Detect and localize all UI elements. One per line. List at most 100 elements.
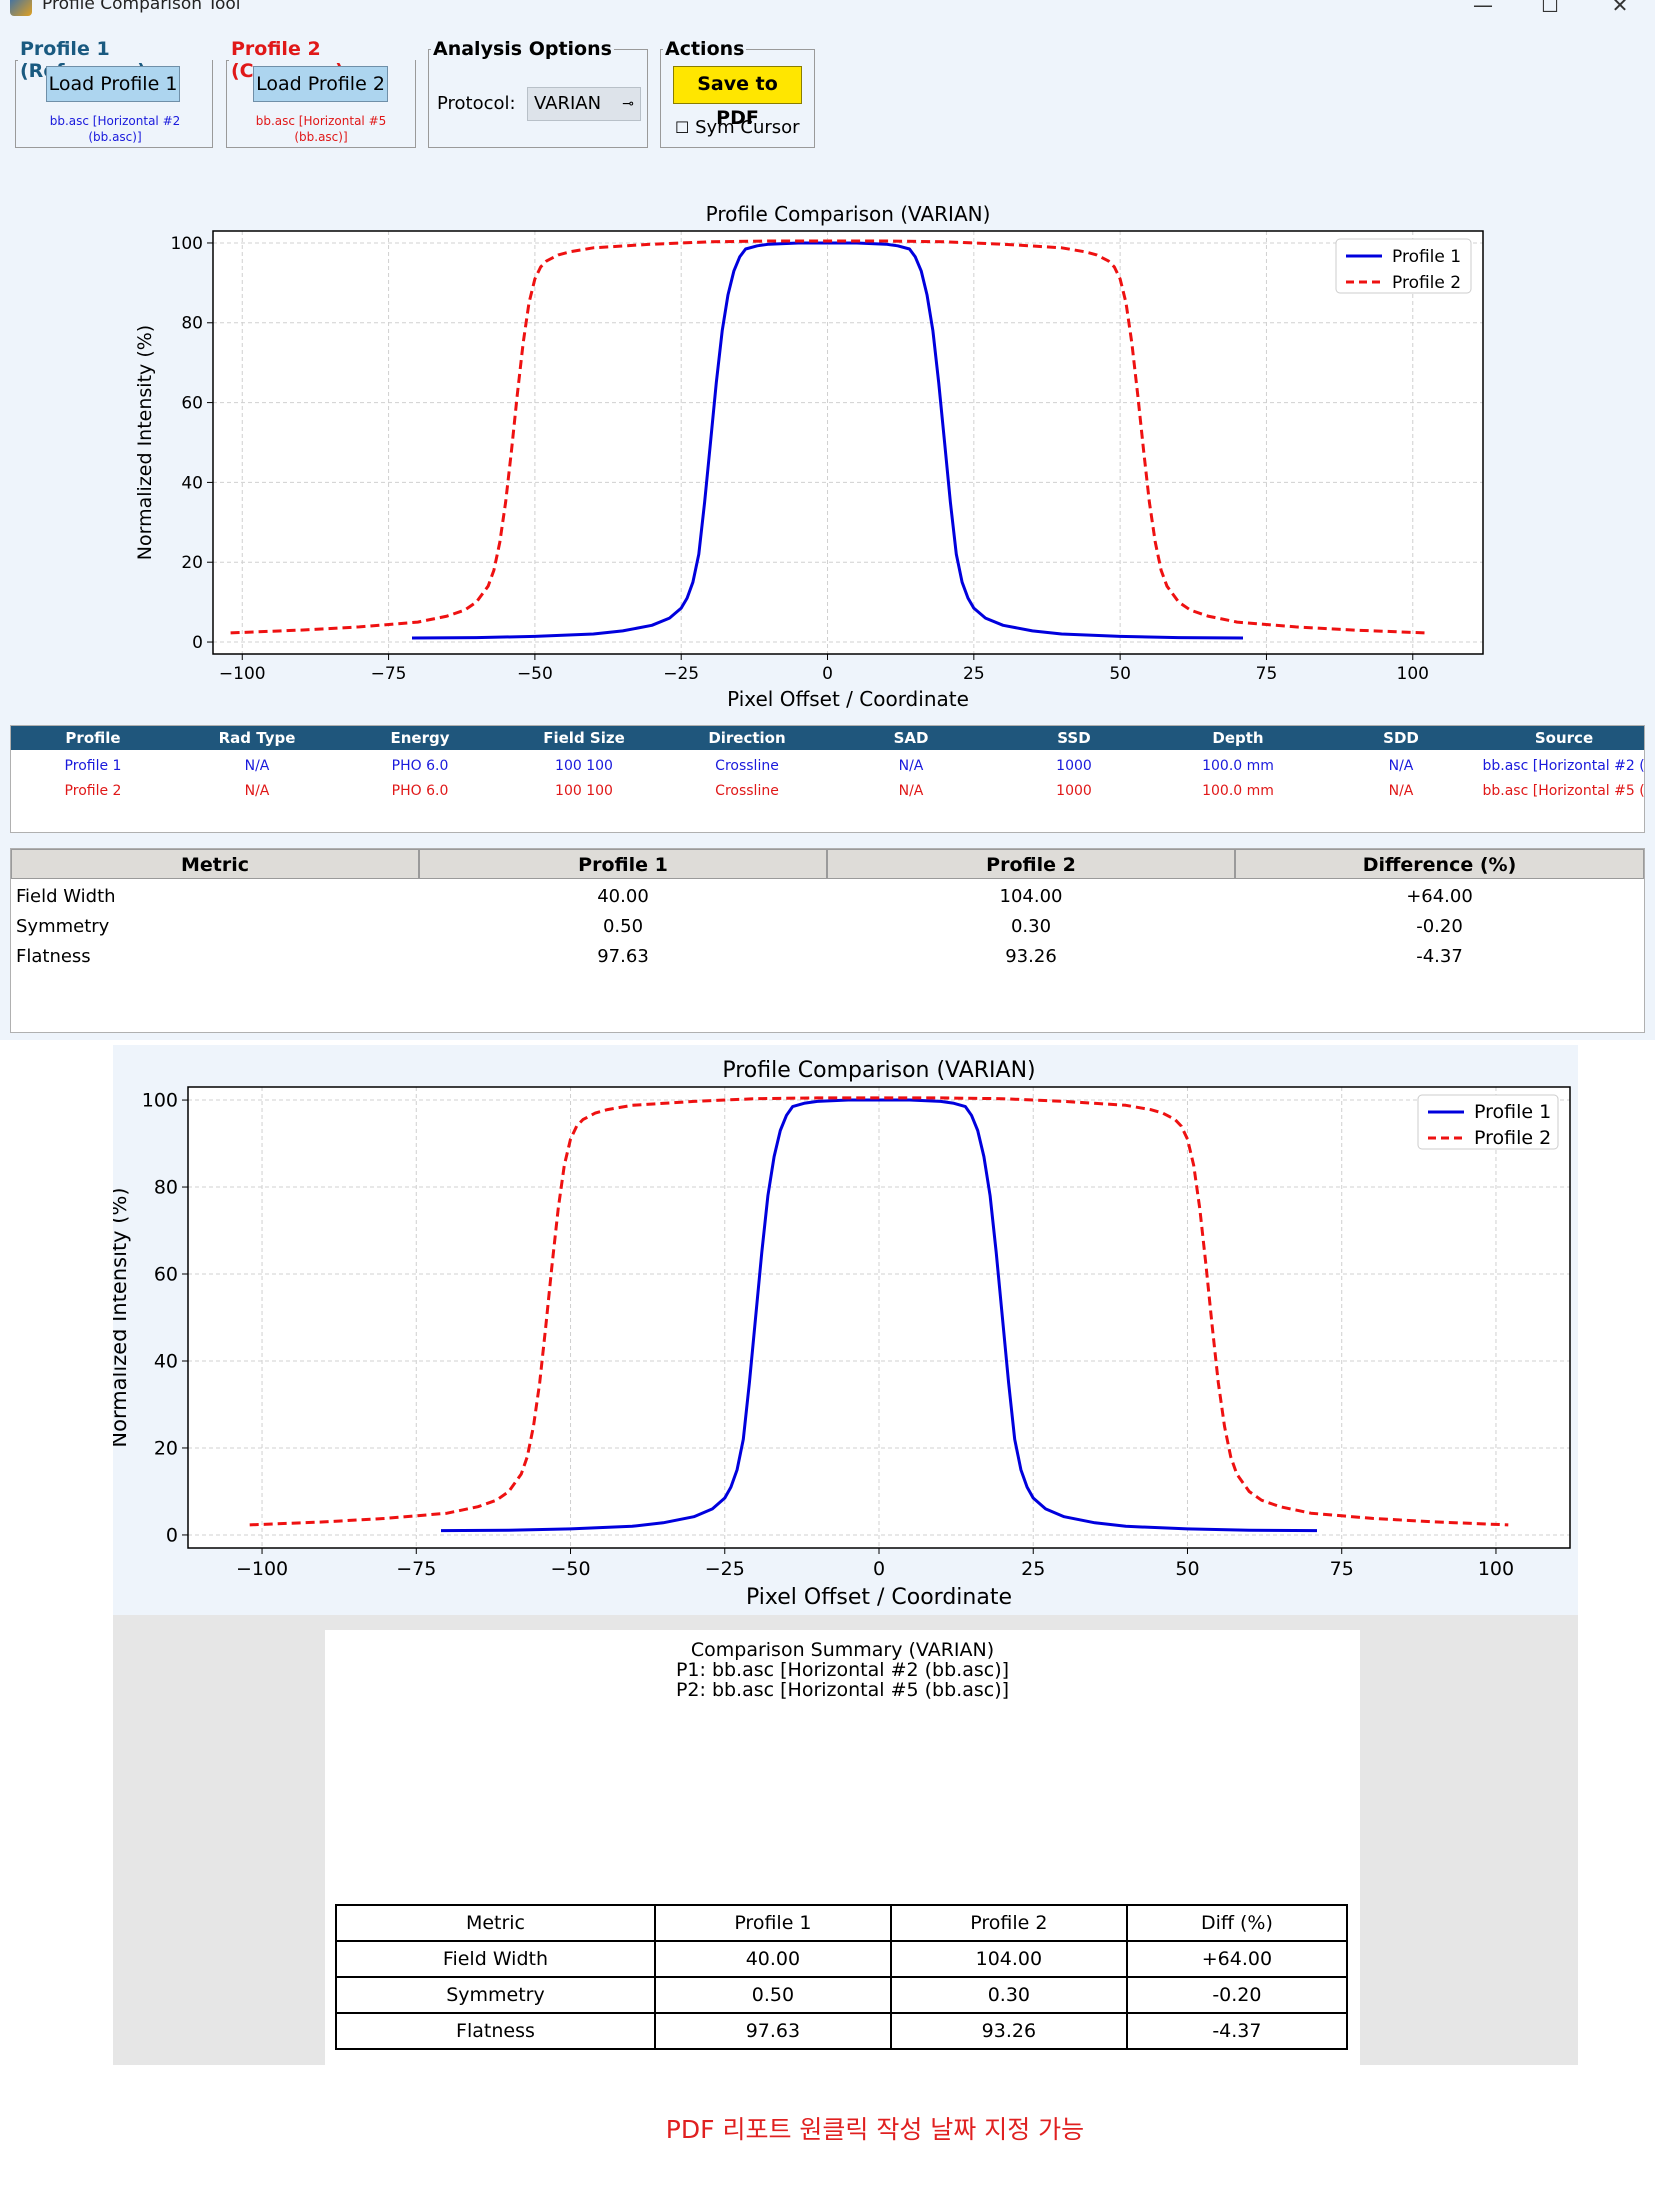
x-axis-label: Pixel Offset / Coordinate: [746, 1585, 1012, 1610]
x-tick-label: −50: [550, 1558, 590, 1580]
metrics-cell: 93.26: [1005, 946, 1057, 967]
y-tick-label: 0: [192, 633, 203, 653]
info-cell: Crossline: [715, 783, 779, 799]
metrics-cell: -4.37: [1416, 946, 1463, 967]
footer-note: PDF 리포트 원클릭 작성 날짜 지정 가능: [665, 2115, 1085, 2144]
x-tick-label: −50: [517, 664, 553, 684]
info-header-cell: Source: [1534, 729, 1594, 747]
metrics-header-cell: Metric: [11, 849, 419, 879]
app-icon: [10, 0, 32, 16]
x-tick-label: 100: [1478, 1558, 1514, 1580]
protocol-select[interactable]: VARIAN ⊸: [527, 87, 641, 121]
protocol-label: Protocol:: [437, 93, 516, 114]
y-tick-label: 60: [181, 394, 203, 414]
info-cell: N/A: [898, 783, 924, 799]
y-tick-label: 80: [154, 1177, 178, 1199]
legend-box: [1335, 238, 1472, 294]
load-profile1-button[interactable]: Load Profile 1: [46, 66, 180, 102]
title-bar: Profile Comparison Tool — ☐ ✕: [0, 0, 1655, 22]
metrics-cell: 97.63: [597, 946, 649, 967]
profile-info-table: Profile Rad Type Energy Field Size Direction…: [10, 725, 1646, 833]
summary-cell: Flatness: [335, 2012, 656, 2050]
info-cell: bb.asc [Horizontal #5 (bl: [1482, 783, 1646, 799]
metrics-cell: 104.00: [999, 886, 1063, 907]
x-tick-label: 0: [873, 1558, 885, 1580]
close-button[interactable]: ✕: [1611, 0, 1629, 17]
summary-header-row: Metric Profile 1 Profile 2 Diff (%): [335, 1904, 1349, 1942]
metrics-table: Metric Profile 1 Profile 2 Difference (%) Fi…: [10, 848, 1645, 1033]
info-header-cell: Depth: [1212, 729, 1264, 747]
y-tick-label: 100: [171, 234, 203, 254]
x-tick-label: 75: [1330, 1558, 1354, 1580]
summary-cell: -4.37: [1125, 2012, 1349, 2050]
summary-header-cell: Profile 1: [653, 1904, 892, 1942]
summary-cell: 0.30: [889, 1976, 1128, 2014]
summary-header-cell: Profile 2: [889, 1904, 1128, 1942]
info-cell: 1000: [1056, 758, 1092, 774]
legend-label: Profile 2: [1474, 1127, 1551, 1149]
load-profile2-button[interactable]: Load Profile 2: [253, 66, 388, 102]
profile1-file-line1: bb.asc [Horizontal #2: [49, 114, 181, 128]
plot-area: [213, 231, 1483, 654]
legend-label: Profile 1: [1392, 247, 1461, 267]
actions-group: Actions: [660, 38, 815, 148]
series-line-profile-1: [440, 1098, 1318, 1533]
window-title: Profile Comparison Tool: [42, 0, 241, 14]
checkbox-icon: ☐: [675, 118, 690, 137]
main-chart-svg: −100 −75 −50 −25 0 25 50 75 100 0 20 40 60 80 100 Profi…: [134, 202, 1484, 710]
protocol-select-value: VARIAN: [534, 93, 602, 114]
metrics-header-cell: Profile 2: [827, 849, 1235, 879]
x-tick-label: −25: [663, 664, 699, 684]
info-cell: N/A: [898, 758, 924, 774]
summary-cell: 0.50: [653, 1976, 892, 2014]
sym-cursor-label: Sym Cursor: [695, 117, 800, 138]
y-tick-label: 0: [166, 1525, 178, 1547]
summary-row: Symmetry 0.50 0.30 -0.20: [335, 1976, 1349, 2014]
y-axis-label: Normalized Intensity (%): [134, 325, 156, 560]
save-to-pdf-button[interactable]: Save to PDF: [673, 66, 802, 129]
pdf-chart: −100 −75 −50 −25 0 25 50 75 100 0 20 40 60 80 100 Profi…: [113, 1045, 1578, 1615]
y-tick-label: 60: [154, 1264, 178, 1286]
profile2-file-line2: (bb.asc)]: [294, 130, 348, 144]
info-header-cell: SSD: [1057, 729, 1091, 747]
y-tick-label: 100: [142, 1090, 178, 1112]
sym-cursor-checkbox[interactable]: ☐ Sym Cursor: [675, 117, 800, 138]
minimize-button[interactable]: —: [1473, 0, 1493, 17]
plot-frame: [212, 230, 1484, 655]
x-tick-label: 50: [1109, 664, 1131, 684]
x-tick-label: −100: [219, 664, 266, 684]
series-line-profile-2: [230, 239, 1425, 635]
chart-title: Profile Comparison (VARIAN): [706, 202, 991, 226]
legend-label: Profile 1: [1474, 1101, 1551, 1123]
analysis-options-legend: Analysis Options: [433, 38, 612, 60]
summary-cell: 93.26: [889, 2012, 1128, 2050]
y-tick-label: 40: [154, 1351, 178, 1373]
maximize-button[interactable]: ☐: [1541, 0, 1559, 17]
metrics-cell: 40.00: [597, 886, 649, 907]
info-cell: PHO 6.0: [391, 758, 449, 774]
y-tick-label: 20: [181, 553, 203, 573]
x-tick-label: 50: [1175, 1558, 1199, 1580]
y-tick-label: 80: [181, 314, 203, 334]
metrics-cell: -0.20: [1416, 916, 1463, 937]
x-axis-label: Pixel Offset / Coordinate: [727, 687, 969, 710]
summary-cell: 40.00: [653, 1940, 892, 1978]
info-header-cell: Energy: [390, 729, 450, 747]
y-tick-label: 20: [154, 1438, 178, 1460]
x-tick-label: −25: [705, 1558, 745, 1580]
summary-row: Field Width 40.00 104.00 +64.00: [335, 1940, 1349, 1978]
summary-cell: Field Width: [335, 1940, 656, 1978]
analysis-options-group: Analysis Options: [428, 38, 648, 148]
x-tick-label: −75: [396, 1558, 436, 1580]
summary-header-cell: Metric: [335, 1904, 656, 1942]
x-tick-label: 75: [1256, 664, 1278, 684]
legend-box: [1417, 1094, 1559, 1150]
info-cell: N/A: [1388, 783, 1414, 799]
main-chart: −100 −75 −50 −25 0 25 50 75 100 0 20 40 60 80 100 Profi…: [0, 190, 1655, 710]
summary-cell: +64.00: [1125, 1940, 1349, 1978]
metrics-cell: 0.50: [602, 916, 644, 937]
info-header-cell: Field Size: [543, 729, 625, 747]
info-header-cell: Profile: [65, 729, 121, 747]
info-cell: N/A: [244, 758, 270, 774]
x-tick-label: −100: [236, 1558, 288, 1580]
